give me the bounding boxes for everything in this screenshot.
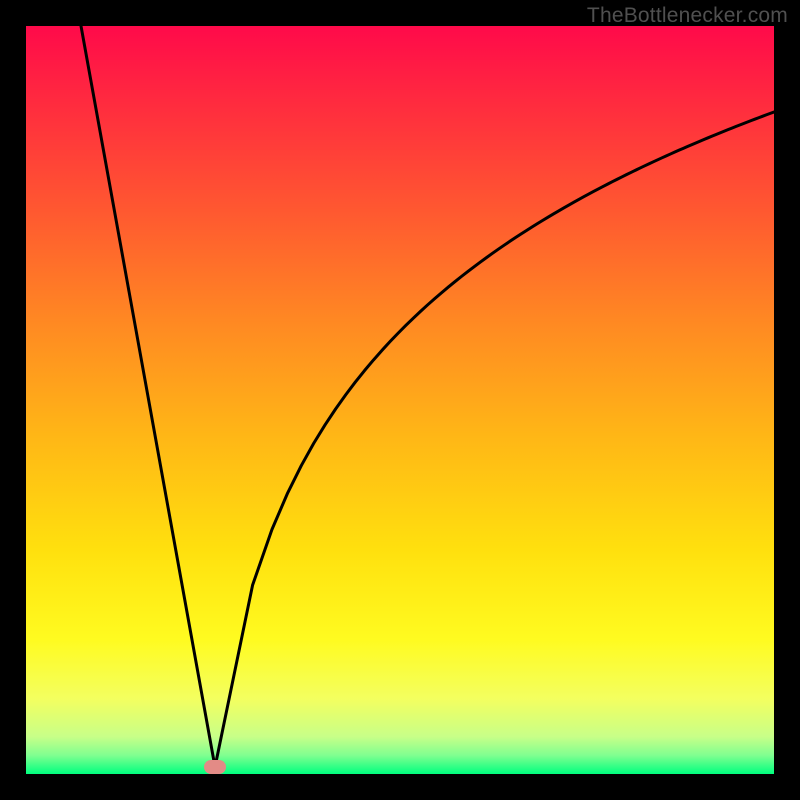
watermark-text: TheBottlenecker.com [587,4,788,28]
plot-area [26,26,774,774]
chart-container: TheBottlenecker.com [0,0,800,800]
minimum-marker [204,760,226,774]
bottleneck-curve [26,26,774,774]
